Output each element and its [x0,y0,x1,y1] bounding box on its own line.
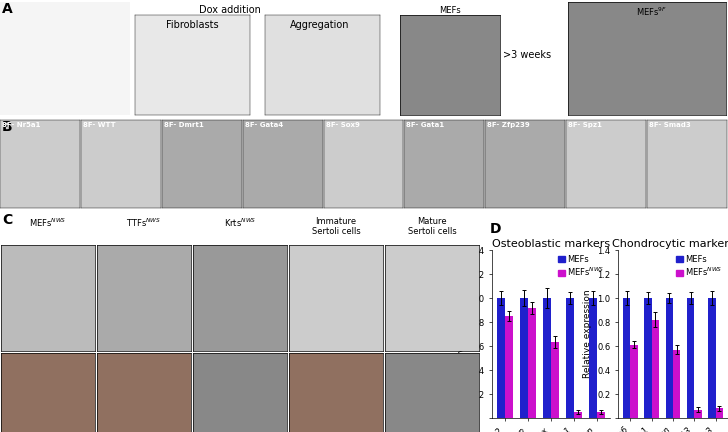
Text: 8F- Spz1: 8F- Spz1 [569,122,602,128]
Text: MEFs$^{9F}$: MEFs$^{9F}$ [636,6,667,19]
Bar [673,349,681,418]
Bar [589,298,597,418]
Bar [574,412,582,418]
Bar [529,308,536,418]
Bar [543,298,551,418]
Text: MEFs: MEFs [439,6,461,15]
Text: B: B [2,120,12,134]
Bar [708,298,716,418]
Bar [695,410,702,418]
Text: 8F- Sox9: 8F- Sox9 [325,122,360,128]
Text: 8F- WTT: 8F- WTT [83,122,116,128]
Text: Fibroblasts: Fibroblasts [166,20,218,30]
Text: Mature
Sertoli cells: Mature Sertoli cells [408,217,456,236]
Bar [644,298,652,418]
Text: 8F- Gata4: 8F- Gata4 [245,122,283,128]
Title: Osteoblastic markers: Osteoblastic markers [492,239,610,249]
Text: MEFs$^{NWS}$: MEFs$^{NWS}$ [29,217,67,229]
Bar [505,316,513,418]
Text: A: A [2,2,13,16]
Text: D: D [490,222,502,236]
Text: C: C [2,213,12,227]
Bar [665,298,673,418]
Text: Immature
Sertoli cells: Immature Sertoli cells [312,217,360,236]
Text: 8F- Dmrt1: 8F- Dmrt1 [164,122,204,128]
Text: 8F- Smad3: 8F- Smad3 [649,122,691,128]
Text: Dox addition: Dox addition [199,5,261,15]
Text: 8F- Gata1: 8F- Gata1 [406,122,445,128]
Bar [521,298,529,418]
Bar [687,298,695,418]
Legend: MEFs, MEFs$^{NWS}$: MEFs, MEFs$^{NWS}$ [558,254,606,279]
Bar [497,298,505,418]
Bar [551,343,559,418]
Text: 8F- Zfp239: 8F- Zfp239 [487,122,530,128]
Text: 8F- Nr5a1: 8F- Nr5a1 [2,122,40,128]
Legend: MEFs, MEFs$^{NWS}$: MEFs, MEFs$^{NWS}$ [676,254,724,279]
Title: Chondrocytic markers: Chondrocytic markers [612,239,728,249]
Bar [630,345,638,418]
Bar [652,320,659,418]
Bar [597,412,605,418]
Bar [716,408,723,418]
Y-axis label: Relative expression: Relative expression [456,290,465,378]
Text: TTFs$^{NWS}$: TTFs$^{NWS}$ [127,217,162,229]
Bar [566,298,574,418]
Text: >3 weeks: >3 weeks [503,50,551,60]
Text: Aggregation: Aggregation [290,20,349,30]
Y-axis label: Relative expression: Relative expression [582,290,592,378]
Bar [623,298,630,418]
Text: Krts$^{NWS}$: Krts$^{NWS}$ [223,217,256,229]
